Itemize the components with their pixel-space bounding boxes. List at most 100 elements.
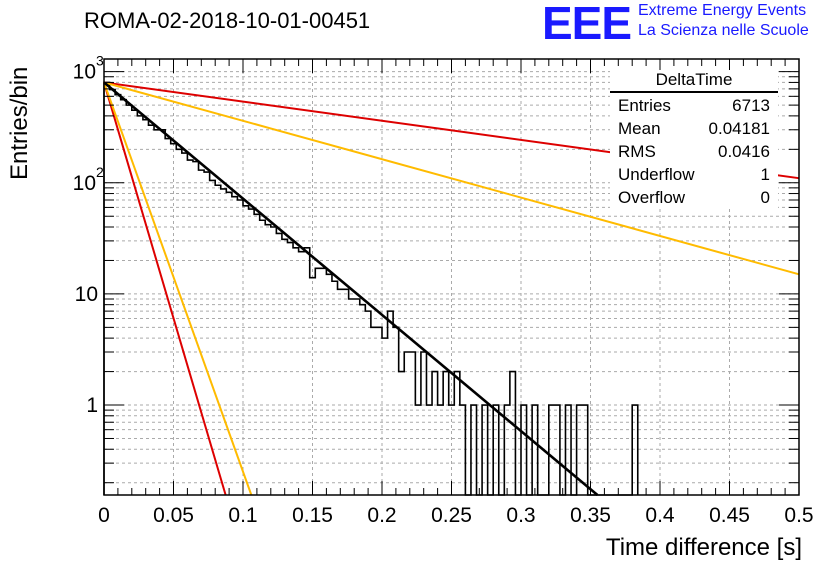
histogram-bin — [199, 170, 205, 495]
histogram-bin — [104, 82, 110, 495]
histogram-bin — [371, 327, 377, 495]
histogram-bin — [365, 311, 371, 495]
histogram-bin — [249, 209, 255, 495]
x-tick-label: 0.4 — [645, 504, 675, 527]
histogram-bin — [332, 281, 338, 495]
histogram-bin — [565, 405, 571, 495]
histogram-bin — [215, 185, 221, 495]
histogram-bin — [121, 100, 127, 495]
x-tick-label: 0.1 — [228, 504, 257, 527]
x-axis-label: Time difference [s] — [605, 534, 802, 561]
histogram-bin — [460, 405, 466, 495]
histogram-bin — [338, 289, 344, 495]
stats-label: Overflow — [618, 188, 686, 207]
histogram-bin — [421, 352, 427, 495]
y-axis-label: Entries/bin — [6, 66, 33, 180]
stats-row-underflow: Underflow 1 — [610, 163, 778, 186]
histogram-bin — [260, 220, 266, 495]
stats-row-overflow: Overflow 0 — [610, 186, 778, 209]
fit-curve — [103, 82, 227, 496]
y-tick-label: 10 — [73, 172, 96, 195]
histogram-bin — [271, 227, 277, 495]
x-tick-label: 0.15 — [292, 504, 333, 527]
histogram-bin — [493, 405, 499, 495]
histogram-bin — [137, 116, 143, 495]
histogram-bin — [632, 405, 638, 495]
histogram-bin — [310, 278, 316, 495]
histogram-bin — [304, 248, 310, 495]
stats-label: Entries — [618, 96, 671, 115]
stats-value: 6713 — [732, 96, 770, 115]
fit-curve — [103, 81, 800, 276]
stats-value: 0 — [760, 188, 770, 207]
stats-value: 0.04181 — [708, 119, 770, 138]
histogram-bin — [432, 372, 438, 495]
x-tick-label: 0.5 — [784, 504, 813, 527]
histogram-bin — [265, 225, 271, 495]
histogram-bin — [221, 189, 227, 495]
histogram-bin — [393, 327, 399, 495]
stats-row-mean: Mean 0.04181 — [610, 117, 778, 140]
histogram-bin — [176, 149, 182, 495]
histogram-bin — [299, 252, 305, 495]
histogram-bin — [438, 405, 444, 495]
eee-logo: EEE — [542, 0, 632, 49]
histogram-bin — [549, 405, 555, 495]
histogram-bin — [360, 305, 366, 495]
y-tick-exponent: 3 — [96, 53, 104, 69]
stats-label: RMS — [618, 142, 656, 161]
plot-title: ROMA-02-2018-10-01-00451 — [84, 8, 371, 33]
histogram-bin — [193, 162, 199, 495]
histogram-bin — [410, 352, 416, 495]
y-tick-exponent: 2 — [96, 164, 104, 180]
histogram-bin — [510, 372, 516, 495]
histogram-bin — [182, 153, 188, 495]
histogram-bin — [315, 268, 321, 495]
histogram-bin — [426, 405, 432, 495]
stats-box: DeltaTime Entries 6713 Mean 0.04181 RMS … — [610, 70, 778, 209]
x-tick-label: 0.05 — [153, 504, 194, 527]
y-tick-label: 1 — [86, 394, 98, 417]
x-tick-label: 0.2 — [367, 504, 396, 527]
histogram-bin — [293, 248, 299, 495]
logo-line-1: Extreme Energy Events — [638, 2, 807, 19]
histogram-bin — [115, 95, 121, 495]
y-tick-label: 10 — [75, 283, 98, 306]
histogram-bin — [471, 405, 477, 495]
histogram-bin — [415, 405, 421, 495]
histogram-bin — [243, 206, 249, 495]
histogram-bin — [254, 214, 260, 495]
histogram-bin — [165, 139, 171, 495]
x-tick-label: 0.25 — [431, 504, 472, 527]
histogram-bin — [482, 405, 488, 495]
histogram-bin — [326, 274, 332, 495]
fit-curve — [103, 81, 599, 496]
stats-label: Mean — [618, 119, 661, 138]
histogram-bin — [204, 172, 210, 495]
histogram-bin — [382, 338, 388, 495]
histogram-bin — [349, 299, 355, 495]
logo-line-2: La Scienza nelle Scuole — [638, 22, 809, 39]
histogram-bin — [554, 405, 560, 495]
histogram-bin — [282, 239, 288, 495]
histogram-bin — [388, 311, 394, 495]
histogram-bin — [276, 233, 282, 495]
histogram-bin — [160, 130, 166, 495]
fit-curve — [103, 82, 253, 496]
histogram-bin — [376, 327, 382, 495]
histogram-bin — [321, 268, 327, 495]
stats-value: 0.0416 — [718, 142, 770, 161]
x-tick-label: 0.3 — [506, 504, 535, 527]
histogram-bin — [532, 405, 538, 495]
histogram-bin — [521, 405, 527, 495]
stats-row-entries: Entries 6713 — [610, 94, 778, 117]
histogram-bin — [404, 352, 410, 495]
histogram-bin — [154, 130, 160, 495]
histogram-bin — [354, 299, 360, 495]
x-tick-label: 0.45 — [709, 504, 750, 527]
histogram-bin — [237, 200, 243, 495]
histogram-bin — [287, 243, 293, 495]
histogram-bin — [148, 125, 154, 495]
histogram-bin — [443, 372, 449, 495]
